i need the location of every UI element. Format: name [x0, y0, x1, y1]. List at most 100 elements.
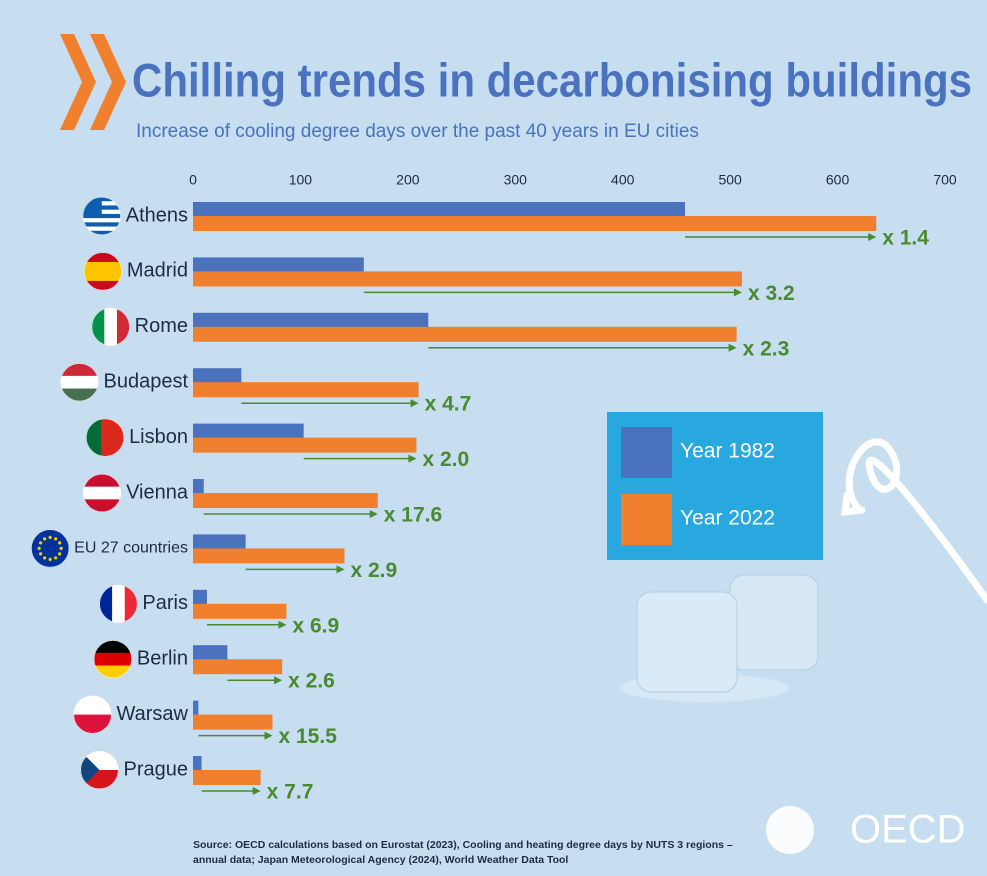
change-arrowhead [868, 233, 877, 241]
flag-stripe [82, 230, 121, 235]
flag [99, 584, 138, 623]
x-tick-label: 500 [718, 172, 742, 188]
flag-stripe [101, 418, 110, 457]
x-tick-label: 200 [396, 172, 420, 188]
x-tick-label: 600 [826, 172, 850, 188]
flag-stripe [83, 252, 122, 263]
multiplier-label: x 7.7 [267, 781, 314, 804]
flag-stripe [60, 363, 99, 377]
flag-star [48, 557, 52, 562]
bar [193, 770, 261, 785]
x-tick-label: 300 [504, 172, 528, 188]
category-label: Lisbon [129, 426, 188, 448]
flag-stripe [83, 280, 122, 291]
logo: OECD [850, 808, 966, 852]
flag-stripe [83, 499, 122, 512]
flag-star [39, 552, 43, 556]
source: Source: OECD calculations based on Euros… [193, 839, 733, 851]
flag-stripe [73, 714, 112, 734]
bar [193, 202, 686, 217]
change-arrowhead [369, 510, 378, 518]
category-label: Berlin [137, 647, 188, 669]
bar [193, 645, 228, 661]
flag-star [39, 541, 43, 545]
x-tick-label: 700 [933, 172, 957, 188]
bar [193, 493, 378, 508]
logo-globe [766, 806, 814, 854]
flag-stripe [60, 388, 99, 402]
flag-star [48, 535, 52, 540]
multiplier-label: x 3.2 [748, 282, 795, 305]
flag-stripe [93, 640, 132, 654]
flag [60, 363, 99, 402]
decor-arrow [845, 438, 987, 604]
change-arrowhead [410, 399, 419, 408]
flag-stripe [82, 213, 121, 219]
flag-stripe [116, 418, 125, 457]
multiplier-label: x 15.5 [278, 725, 337, 748]
flag [93, 640, 132, 679]
bar [193, 423, 304, 439]
flag-stripe [83, 261, 122, 272]
change-arrowhead [733, 288, 742, 297]
flag-stripe [82, 222, 121, 228]
change-arrowhead [728, 343, 737, 352]
category-label: EU 27 countries [74, 540, 188, 557]
flag-stripe [73, 695, 112, 716]
flag [31, 529, 70, 568]
flag-stripe [91, 307, 105, 346]
flag-star [43, 556, 47, 560]
bar [193, 326, 737, 342]
bar [193, 216, 877, 231]
chart-subtitle: Increase of cooling degree days over the… [136, 121, 699, 142]
bar [193, 700, 199, 716]
category-label: Paris [142, 592, 188, 614]
flag-stripe [83, 486, 122, 500]
flag [83, 474, 122, 512]
flag-stripe [93, 665, 132, 679]
flag-stripe [112, 584, 126, 623]
flag-stripe [104, 307, 118, 346]
x-tick-label: 100 [289, 172, 313, 188]
flag [91, 307, 130, 346]
bar [193, 312, 429, 328]
flag-star [54, 537, 58, 541]
flag [80, 751, 119, 789]
bar [193, 714, 273, 730]
flag-star [37, 546, 41, 551]
bar [193, 659, 283, 675]
flag-stripe [93, 418, 102, 457]
ice-cubes [620, 574, 819, 702]
flag-stripe [60, 375, 99, 390]
change-arrowhead [408, 454, 417, 463]
flag-star [54, 556, 58, 560]
category-label: Warsaw [117, 703, 189, 725]
legend-swatch [621, 494, 672, 545]
bar [193, 756, 202, 771]
flag-star [58, 541, 62, 545]
flag-stripe [108, 418, 117, 457]
multiplier-label: x 6.9 [292, 614, 339, 637]
bar [193, 479, 204, 494]
x-tick-label: 0 [189, 172, 197, 188]
flag [86, 418, 125, 457]
flag-star [43, 537, 47, 541]
bar [193, 382, 419, 398]
flag-stripe [99, 584, 113, 623]
bar [193, 534, 246, 550]
flag-triangle [80, 751, 100, 789]
multiplier-label: x 2.3 [743, 337, 790, 360]
change-arrowhead [252, 787, 261, 795]
change-arrowhead [274, 676, 283, 685]
chevron [60, 34, 96, 130]
flag-stripe [86, 418, 95, 457]
flag-stripe [83, 474, 122, 488]
flag-stripe [31, 529, 70, 568]
category-label: Athens [126, 204, 188, 226]
category-label: Rome [135, 315, 188, 337]
legend-label: Year 2022 [680, 507, 775, 530]
legend-label: Year 1982 [680, 440, 775, 463]
flag-stripe [116, 307, 130, 346]
flag-stripe [82, 218, 121, 223]
